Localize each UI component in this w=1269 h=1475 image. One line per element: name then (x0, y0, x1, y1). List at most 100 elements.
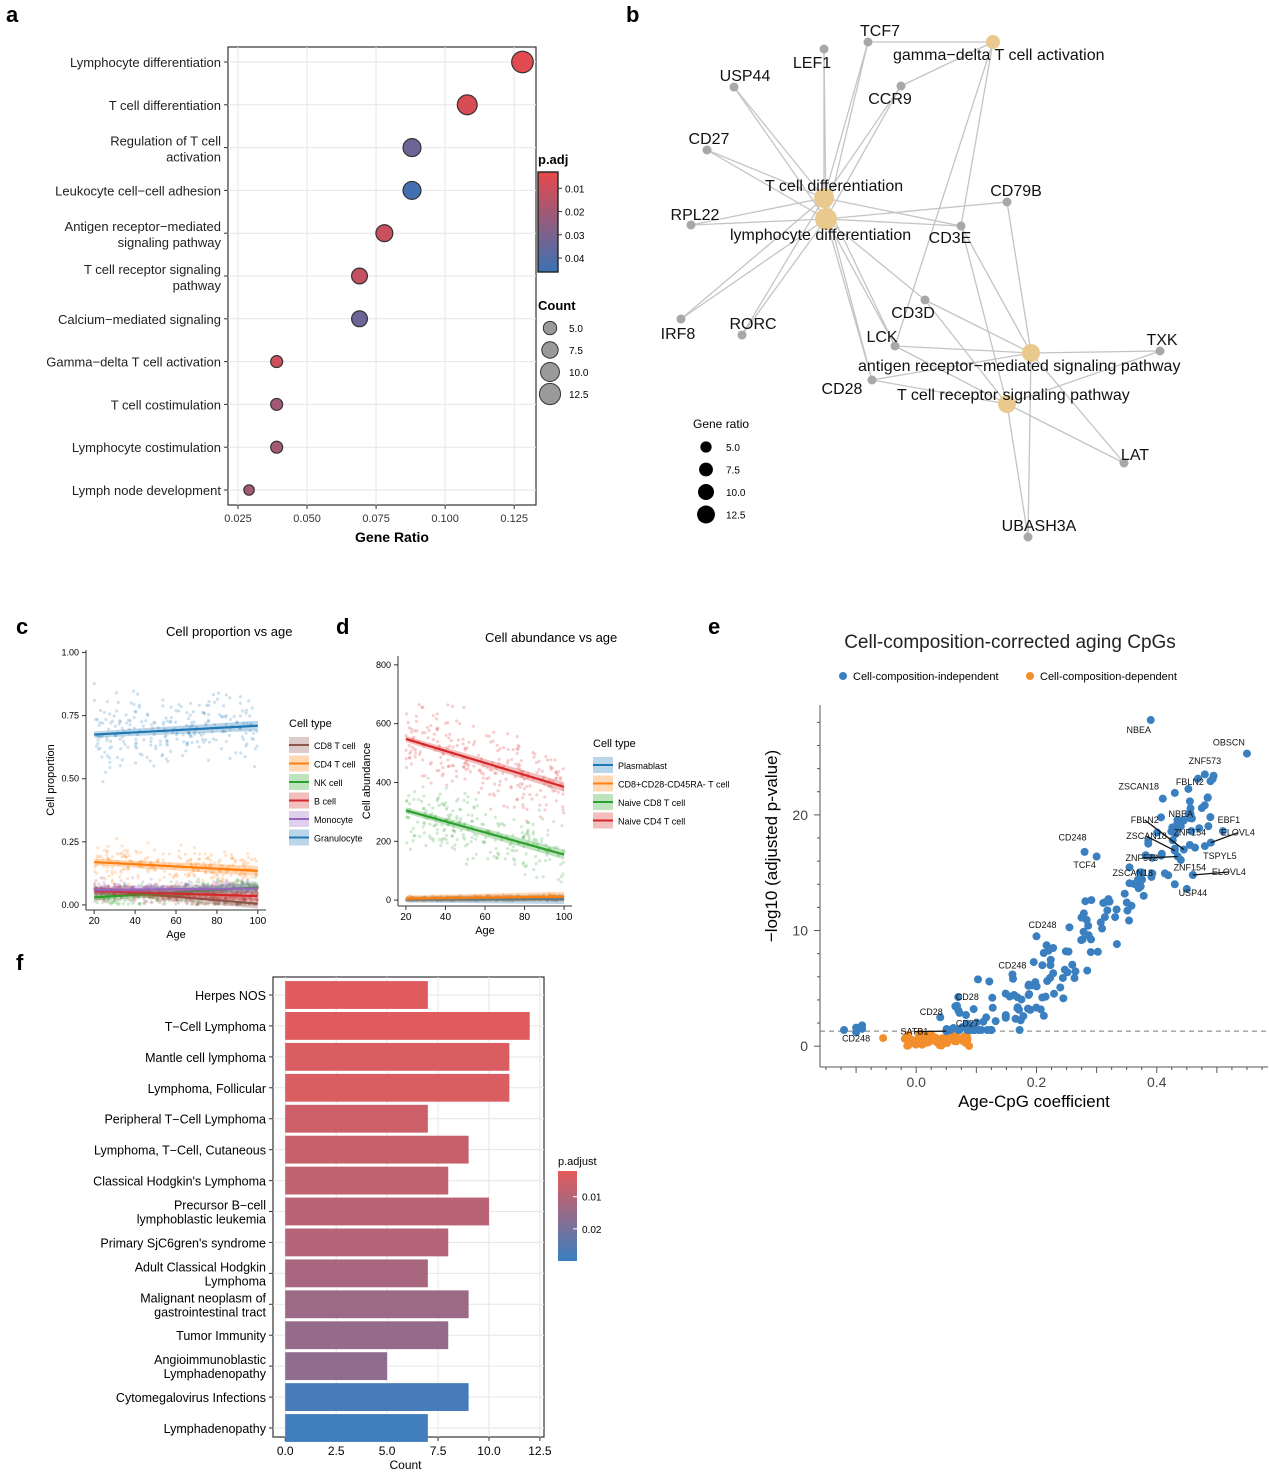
x-tick-label: 20 (400, 912, 412, 923)
data-point (248, 714, 251, 717)
size-legend-title: Gene ratio (693, 417, 749, 431)
data-point (198, 745, 201, 748)
data-point (515, 849, 518, 852)
term-label: Leukocyte cell−cell adhesion (55, 183, 221, 198)
dot-regulation-of-t-cell-activation (403, 139, 421, 157)
data-point (106, 845, 109, 848)
term-label: T cell differentiation (109, 98, 221, 113)
data-point-independent (1049, 944, 1057, 952)
data-point (190, 721, 193, 724)
data-point (184, 873, 187, 876)
data-point (139, 851, 142, 854)
colorbar-label: 0.03 (565, 231, 585, 242)
data-point (134, 738, 137, 741)
data-point (134, 761, 137, 764)
data-point (230, 874, 233, 877)
data-point-independent (1042, 993, 1050, 1001)
data-point (521, 831, 524, 834)
x-tick-label: 40 (130, 916, 142, 927)
point-label: ZNF154 (1174, 828, 1207, 838)
data-point (150, 878, 153, 881)
data-point (408, 802, 411, 805)
data-point (496, 744, 499, 747)
data-point (525, 864, 528, 867)
data-point (458, 722, 461, 725)
data-point (255, 859, 258, 862)
data-point (470, 840, 473, 843)
data-point-dependent (908, 1038, 916, 1046)
data-point (528, 784, 531, 787)
data-point (407, 794, 410, 797)
data-point (108, 761, 111, 764)
data-point (466, 763, 469, 766)
data-point (525, 852, 528, 855)
data-point (554, 771, 557, 774)
legend-label: CD4 T cell (314, 760, 356, 770)
x-tick-label: 40 (440, 912, 452, 923)
size-legend-dot (541, 363, 560, 382)
data-point (455, 815, 458, 818)
data-point (483, 841, 486, 844)
data-point (142, 902, 145, 905)
size-legend-label: 7.5 (569, 346, 583, 357)
data-point (519, 786, 522, 789)
labeled-point (1032, 932, 1040, 940)
y-tick-label: 600 (376, 719, 391, 729)
size-legend-label: 5.0 (569, 324, 583, 335)
data-point (147, 870, 150, 873)
data-point (208, 741, 211, 744)
data-point (220, 715, 223, 718)
data-point (182, 740, 185, 743)
labeled-point (1171, 789, 1179, 797)
data-point (435, 717, 438, 720)
data-point (137, 876, 140, 879)
term-label: T cell receptor signaling (84, 262, 221, 277)
labeled-point (1186, 841, 1194, 849)
data-point (416, 820, 419, 823)
data-point (246, 861, 249, 864)
data-point (427, 777, 430, 780)
x-tick-label: 0.0 (906, 1074, 926, 1090)
data-point-independent (1083, 916, 1091, 924)
data-point-independent (1123, 907, 1131, 915)
data-point (122, 740, 125, 743)
data-point (496, 749, 499, 752)
data-point-independent (1017, 995, 1025, 1003)
data-point (241, 710, 244, 713)
category-label: Angioimmunoblastic (154, 1353, 266, 1367)
bar-tumor-immunity (285, 1321, 448, 1349)
data-point-independent (1113, 940, 1121, 948)
edge-gd-LCK (895, 42, 993, 346)
category-label: Mantle cell lymphoma (145, 1051, 266, 1065)
data-point (130, 898, 133, 901)
data-point (103, 881, 106, 884)
data-point (140, 720, 143, 723)
data-point (485, 777, 488, 780)
data-point (516, 798, 519, 801)
data-point-independent (1125, 917, 1133, 925)
data-point-independent (1019, 1012, 1027, 1020)
data-point (165, 740, 168, 743)
data-point (244, 744, 247, 747)
data-point-independent (1083, 967, 1091, 975)
data-point (405, 766, 408, 769)
data-point (251, 876, 254, 879)
point-label: TCF4 (1073, 860, 1096, 870)
x-tick-label: 0.100 (431, 513, 459, 525)
size-legend-dot (542, 342, 558, 358)
data-point (493, 794, 496, 797)
data-point (432, 738, 435, 741)
data-point (555, 777, 558, 780)
data-point-independent (1111, 913, 1119, 921)
data-point (247, 856, 250, 859)
data-point (553, 758, 556, 761)
data-point (438, 838, 441, 841)
data-point (423, 831, 426, 834)
data-point (174, 902, 177, 905)
data-point-independent (985, 977, 993, 985)
data-point (444, 801, 447, 804)
data-point-independent (1033, 982, 1041, 990)
term-label: Lymphocyte costimulation (72, 440, 221, 455)
data-point (153, 721, 156, 724)
